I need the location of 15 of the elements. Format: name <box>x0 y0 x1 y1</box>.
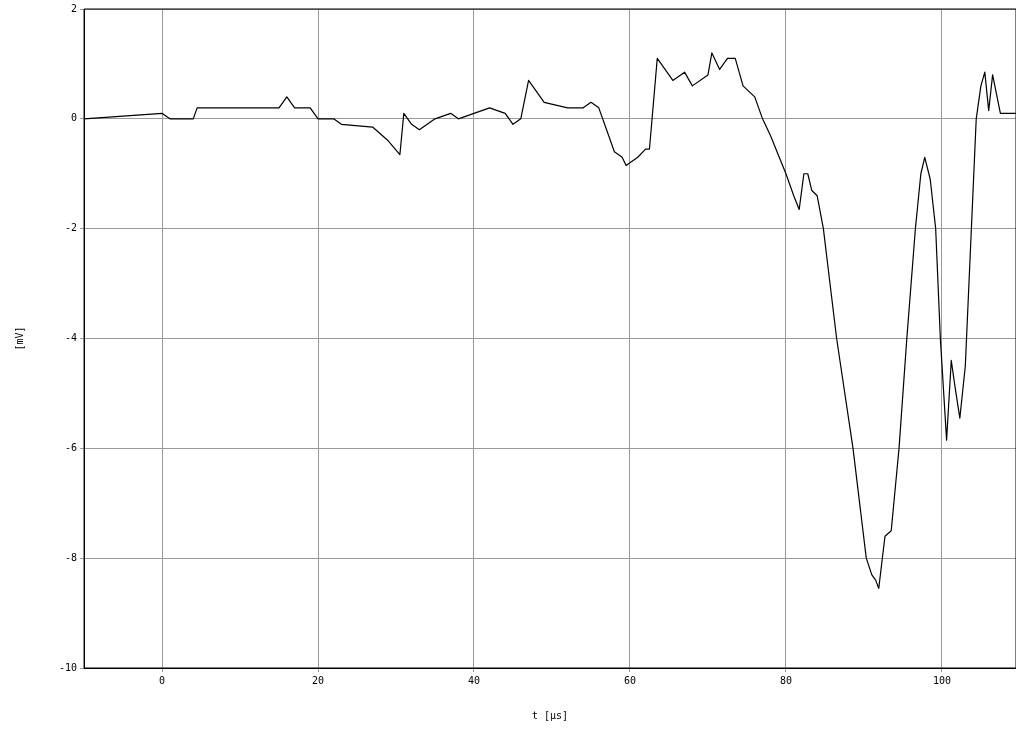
y-tick-label: -10 <box>59 661 78 673</box>
y-tick-label: -6 <box>65 441 78 453</box>
x-tick-label: 0 <box>159 674 166 686</box>
x-tick-label: 100 <box>932 674 951 686</box>
x-tick-label: 60 <box>623 674 636 686</box>
y-tick-label: -2 <box>65 222 78 234</box>
x-axis-title: t [µs] <box>531 709 569 721</box>
y-tick-label: -8 <box>65 551 78 563</box>
x-tick-label: 20 <box>312 674 325 686</box>
y-tick-label: 0 <box>71 112 78 124</box>
y-axis-title: [mV] <box>13 326 25 351</box>
x-tick-label: 40 <box>467 674 481 686</box>
x-tick-label: 80 <box>779 674 792 686</box>
y-tick-label: 2 <box>71 2 78 14</box>
y-tick-label: -4 <box>65 332 78 344</box>
